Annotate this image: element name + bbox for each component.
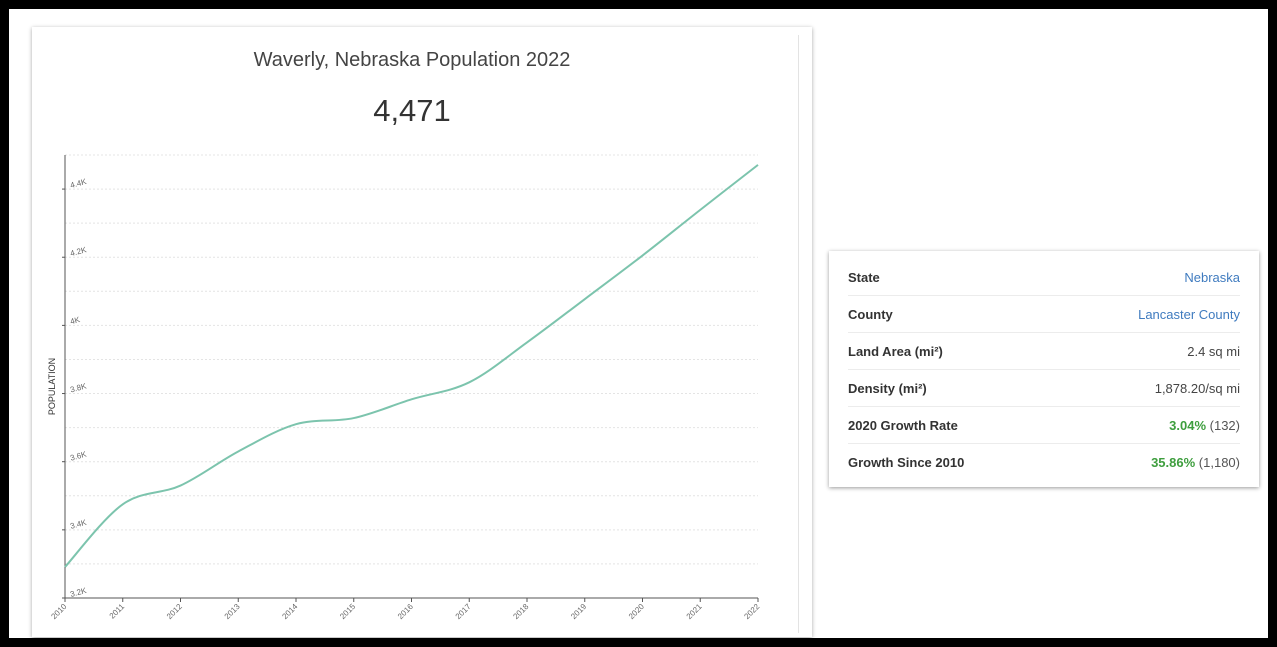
y-tick-label: 4.2K (69, 245, 88, 258)
info-value: 1,878.20/sq mi (1154, 380, 1240, 396)
data-point-2017 (468, 381, 470, 383)
x-tick-label: 2016 (396, 602, 415, 621)
state-link[interactable]: Nebraska (1184, 269, 1240, 285)
growth-count: (132) (1209, 417, 1240, 433)
data-point-2021 (699, 209, 701, 211)
x-tick-label: 2015 (338, 602, 357, 621)
info-label: Density (mi²) (848, 380, 927, 396)
info-label: State (848, 269, 880, 285)
x-tick-label: 2013 (223, 602, 242, 621)
population-line-chart: 3.2K 3.4K 3.6K 3.8K 4K 4.2K 4.4K 2010 2011 2012 20… (47, 154, 762, 621)
data-point-2014 (295, 423, 297, 425)
x-tick-label: 2018 (511, 602, 530, 621)
x-tick-label: 2022 (742, 602, 761, 621)
info-row-2020-growth: 2020 Growth Rate 3.04% (132) (848, 407, 1240, 444)
y-tick-label: 3.4K (69, 518, 88, 531)
info-value: 2.4 sq mi (1187, 343, 1240, 359)
data-point-2012 (180, 485, 182, 487)
population-series-line (64, 164, 759, 568)
data-point-2011 (122, 503, 124, 505)
data-point-2015 (353, 417, 355, 419)
x-tick-label: 2017 (454, 602, 473, 621)
data-point-2019 (584, 298, 586, 300)
chart-title: Waverly, Nebraska Population 2022 (253, 49, 571, 71)
data-point-2020 (642, 255, 644, 257)
data-point-2022 (757, 164, 759, 166)
current-population: 4,471 (373, 93, 451, 128)
x-tick-label: 2020 (627, 602, 646, 621)
info-value: 3.04% (132) (1169, 418, 1240, 433)
y-tick-label: 4K (69, 315, 81, 326)
info-label: 2020 Growth Rate (848, 417, 958, 433)
data-point-2010 (64, 566, 66, 568)
data-point-2016 (411, 398, 413, 400)
info-row-state: State Nebraska (848, 259, 1240, 296)
info-row-growth-since-2010: Growth Since 2010 35.86% (1,180) (848, 444, 1240, 480)
info-label: Growth Since 2010 (848, 454, 965, 470)
info-value: 35.86% (1,180) (1151, 455, 1240, 470)
info-row-density: Density (mi²) 1,878.20/sq mi (848, 370, 1240, 407)
data-point-2018 (526, 341, 528, 343)
y-axis-label: POPULATION (47, 358, 57, 415)
info-row-land-area: Land Area (mi²) 2.4 sq mi (848, 333, 1240, 370)
card-divider (798, 35, 799, 633)
x-tick-label: 2021 (685, 602, 704, 621)
x-tick-label: 2011 (108, 602, 127, 621)
y-tick-label: 3.6K (69, 449, 88, 462)
y-tick-label: 3.2K (69, 586, 88, 599)
x-tick-label: 2014 (280, 602, 299, 621)
x-tick-label: 2012 (165, 602, 184, 621)
data-point-2013 (237, 450, 239, 452)
y-tick-label: 3.8K (69, 381, 88, 394)
growth-percent: 3.04% (1169, 417, 1207, 433)
population-chart-card: Waverly, Nebraska Population 2022 4,471 … (32, 27, 812, 637)
growth-percent: 35.86% (1151, 454, 1196, 470)
info-row-county: County Lancaster County (848, 296, 1240, 333)
x-tick-label: 2019 (569, 602, 588, 621)
city-info-table: State Nebraska County Lancaster County L… (829, 251, 1259, 487)
info-label: County (848, 306, 893, 322)
info-label: Land Area (mi²) (848, 343, 943, 359)
county-link[interactable]: Lancaster County (1138, 306, 1240, 322)
x-tick-label: 2010 (49, 602, 68, 621)
y-tick-label: 4.4K (69, 177, 88, 190)
growth-count: (1,180) (1198, 454, 1240, 470)
